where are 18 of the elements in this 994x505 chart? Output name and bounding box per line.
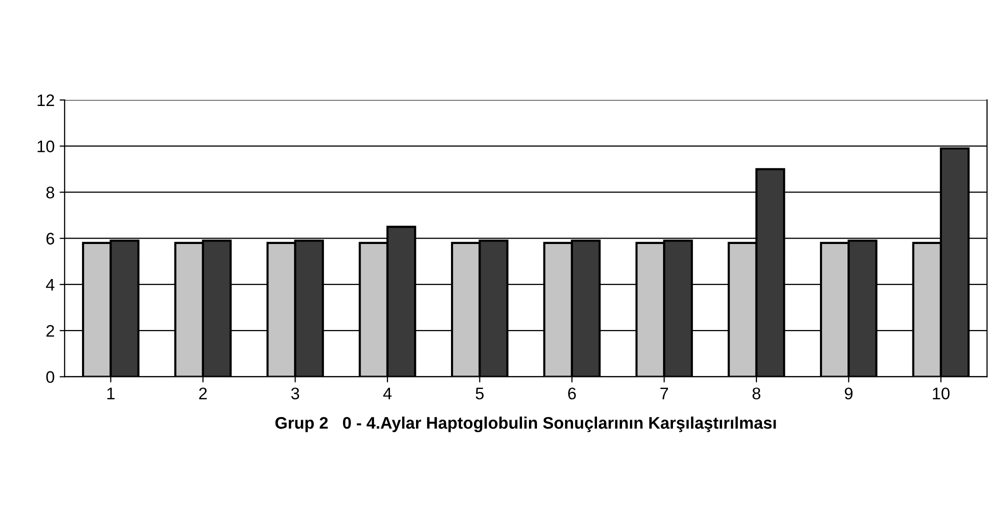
x-tick-label: 9 [844, 388, 853, 400]
x-tick-label: 7 [660, 388, 668, 400]
x-tick-label: 4 [383, 388, 392, 400]
y-tick-label: 2 [46, 325, 54, 337]
y-tick-label: 8 [46, 186, 54, 198]
x-axis-title: Grup 2 0 - 4.Aylar Haptoglobulin Sonuçlarının Karşılaştırılması [275, 416, 776, 432]
y-tick-label: 12 [38, 94, 54, 106]
y-tick-label: 0 [46, 371, 54, 383]
x-tick-label: 3 [291, 388, 300, 400]
x-tick-label: 10 [932, 388, 950, 400]
y-tick-label: 10 [38, 140, 54, 152]
x-tick-label: 8 [752, 388, 760, 400]
y-tick-label: 4 [46, 279, 54, 291]
x-tick-label: 1 [107, 388, 115, 400]
x-tick-label: 5 [476, 388, 484, 400]
y-tick-label: 6 [46, 232, 54, 245]
x-tick-label: 6 [568, 388, 576, 400]
x-tick-label: 2 [199, 388, 207, 400]
